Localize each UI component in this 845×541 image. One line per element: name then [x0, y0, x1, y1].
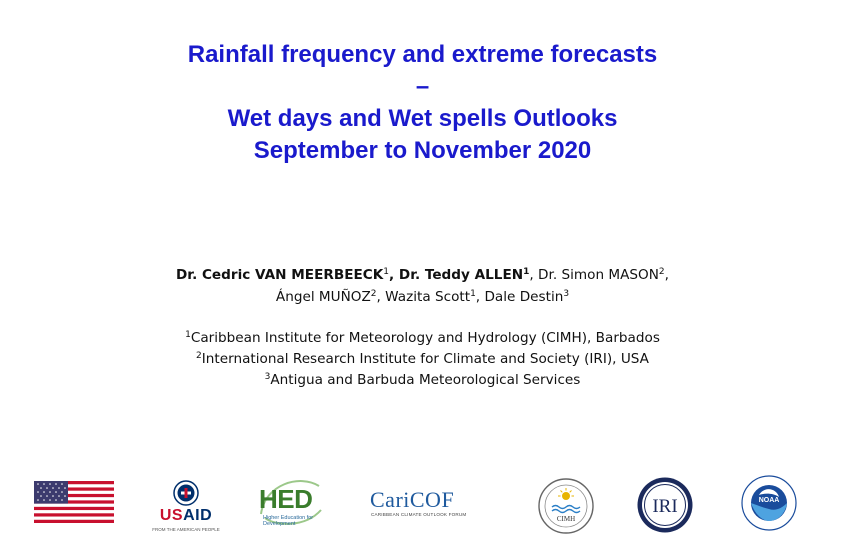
- author-line-2: Ángel MUÑOZ2, Wazita Scott1, Dale Destin…: [0, 286, 845, 308]
- author-affil-sup: 1: [470, 289, 476, 299]
- author-name: , Dr. Simon MASON: [529, 267, 659, 283]
- author-affil-sup: 1: [383, 267, 390, 277]
- affiliation-item: 1Caribbean Institute for Meteorology and…: [0, 328, 845, 349]
- noaa-label: NOAA: [759, 497, 780, 504]
- affiliation-sup: 3: [264, 372, 271, 382]
- affiliation-sup: 2: [196, 351, 202, 361]
- caricof-wordmark: CariCOF: [370, 487, 455, 512]
- affiliation-item: 3Antigua and Barbuda Meteorological Serv…: [0, 370, 845, 391]
- us-flag-icon: [34, 481, 114, 523]
- affiliation-list: 1Caribbean Institute for Meteorology and…: [0, 328, 845, 391]
- caricof-logo: CariCOF CARIBBEAN CLIMATE OUTLOOK FORUM: [368, 487, 478, 521]
- caricof-tagline: CARIBBEAN CLIMATE OUTLOOK FORUM: [371, 512, 467, 517]
- cimh-label: CIMH: [557, 515, 575, 523]
- title-line-1: Rainfall frequency and extreme forecasts: [187, 41, 658, 68]
- affiliation-text: Antigua and Barbuda Meteorological Servi…: [270, 372, 581, 388]
- author-affil-sup: 3: [563, 289, 570, 299]
- affiliation-text: Caribbean Institute for Meteorology and …: [190, 330, 660, 346]
- author-name: , Wazita Scott: [376, 289, 471, 305]
- usaid-aid: AID: [183, 507, 213, 524]
- title-line-3: Wet days and Wet spells Outlooks: [227, 105, 618, 132]
- author-list: Dr. Cedric VAN MEERBEECK1, Dr. Teddy ALL…: [0, 264, 845, 308]
- usaid-us: US: [159, 507, 184, 524]
- affiliation-sup: 1: [185, 330, 191, 340]
- title-line-2: –: [415, 73, 430, 100]
- author-name: , Dale Destin: [475, 289, 564, 305]
- iri-seal-icon: IRI: [637, 477, 693, 533]
- author-affil-sup: 2: [658, 267, 665, 277]
- affiliation-item: 2International Research Institute for Cl…: [0, 349, 845, 370]
- usaid-tagline: FROM THE AMERICAN PEOPLE: [152, 527, 220, 532]
- cimh-seal-icon: CIMH: [538, 478, 594, 534]
- iri-label: IRI: [652, 496, 677, 517]
- usaid-logo: USAID FROM THE AMERICAN PEOPLE: [148, 474, 224, 536]
- author-name: Dr. Cedric VAN MEERBEECK: [176, 267, 384, 283]
- hed-tagline: Higher Education for Development: [263, 515, 314, 527]
- author-affil-sup: 2: [370, 289, 377, 299]
- author-sep: ,: [389, 267, 399, 283]
- affiliation-text: International Research Institute for Cli…: [201, 351, 649, 367]
- author-name: Ángel MUÑOZ: [275, 289, 371, 305]
- author-sep: ,: [664, 267, 669, 283]
- usaid-wordmark: USAID: [148, 507, 224, 525]
- author-name: Dr. Teddy ALLEN: [398, 267, 524, 283]
- slide-title: Rainfall frequency and extreme forecasts…: [0, 39, 845, 167]
- usaid-seal-icon: [173, 480, 199, 506]
- hed-logo: HED Higher Education for Development: [255, 474, 325, 536]
- hed-swoosh-icon: [260, 480, 322, 525]
- title-line-4: September to November 2020: [253, 137, 592, 164]
- noaa-seal-icon: NOAA: [741, 475, 797, 531]
- hed-wordmark: HED: [259, 484, 313, 514]
- author-affil-sup: 1: [523, 267, 530, 277]
- author-line-1: Dr. Cedric VAN MEERBEECK1, Dr. Teddy ALL…: [0, 264, 845, 286]
